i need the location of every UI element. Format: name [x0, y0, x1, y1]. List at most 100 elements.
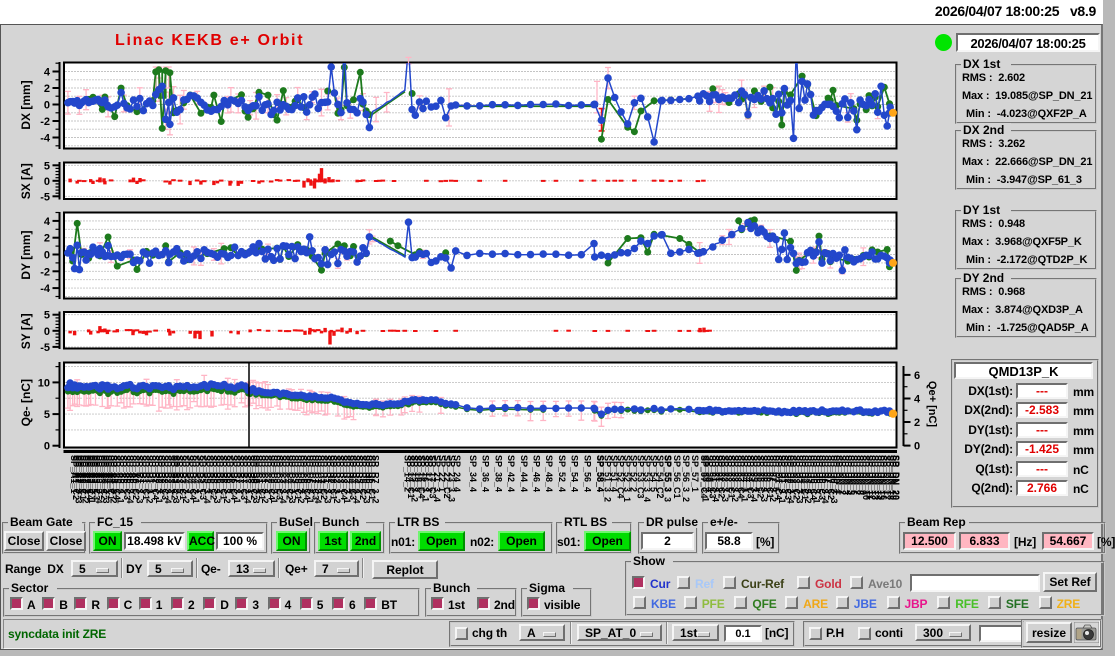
svg-text:SP_58_4: SP_58_4: [596, 455, 606, 492]
svg-text:SP_DN_16: SP_DN_16: [879, 455, 889, 500]
svg-text:SP_C6_C4: SP_C6_C4: [302, 455, 312, 500]
svg-text:SP_A4_C1: SP_A4_C1: [106, 455, 116, 500]
svg-text:SP_66_C1: SP_66_C1: [765, 455, 775, 499]
svg-text:SP_63_C4: SP_63_C4: [736, 455, 746, 499]
svg-text:0: 0: [44, 441, 50, 453]
svg-text:SP_52_C4: SP_52_C4: [616, 455, 626, 499]
svg-text:SP_B2_3_1: SP_B2_3_1: [154, 455, 164, 504]
svg-text:SP_DN_10: SP_DN_10: [861, 455, 871, 500]
svg-text:0: 0: [44, 250, 50, 262]
svg-text:SP_A1_C2: SP_A1_C2: [71, 455, 81, 500]
svg-text:-5: -5: [40, 342, 50, 354]
svg-text:SP_B4_1: SP_B4_1: [195, 455, 205, 494]
svg-text:4: 4: [44, 67, 51, 79]
svg-text:SP_A3_C4: SP_A3_C4: [85, 455, 95, 500]
svg-text:SP_A3_5: SP_A3_5: [90, 455, 100, 494]
svg-text:SP_DN_6: SP_DN_6: [849, 455, 859, 495]
svg-text:SP_B7_3: SP_B7_3: [236, 455, 246, 494]
svg-text:SP_61_3_4: SP_61_3_4: [711, 455, 721, 502]
svg-text:SP_B5_3_3: SP_B5_3_3: [212, 455, 222, 504]
svg-text:SP_C7_5: SP_C7_5: [316, 455, 326, 494]
svg-text:0: 0: [44, 100, 50, 112]
svg-text:SP_65_3_4: SP_65_3_4: [749, 455, 759, 502]
svg-text:SP_21_3_4: SP_21_3_4: [432, 455, 442, 502]
svg-text:SP_DN_20: SP_DN_20: [891, 455, 901, 500]
svg-text:SP_61_C3: SP_61_C3: [708, 455, 718, 499]
svg-text:SP_56_3_2: SP_56_3_2: [681, 455, 691, 502]
svg-text:SP_B3_3_3: SP_B3_3_3: [171, 455, 181, 504]
svg-text:SP_R5_C2: SP_R5_C2: [358, 455, 368, 500]
svg-text:SP_A6_3_4: SP_A6_3_4: [125, 455, 135, 504]
svg-text:SP_DN_15: SP_DN_15: [876, 455, 886, 500]
svg-text:SP_B5_C2: SP_B5_C2: [208, 455, 218, 500]
svg-text:SP_D7_3: SP_D7_3: [823, 455, 833, 494]
svg-text:SP_67_3_2: SP_67_3_2: [768, 455, 778, 502]
svg-text:SP_B6_C1: SP_B6_C1: [219, 455, 229, 500]
svg-text:SP_B4_3_1: SP_B4_3_1: [191, 455, 201, 504]
svg-text:SP_DN_14: SP_DN_14: [873, 455, 883, 500]
svg-text:SP_C5_1: SP_C5_1: [290, 455, 300, 494]
svg-text:SP_C1_C1: SP_C1_C1: [257, 455, 267, 500]
svg-text:SP_A6_C3: SP_A6_C3: [122, 455, 132, 500]
svg-text:SP_66_3_3: SP_66_3_3: [759, 455, 769, 502]
svg-text:SP_DN_8: SP_DN_8: [855, 455, 865, 495]
svg-text:SP_58_3_1: SP_58_3_1: [701, 455, 711, 502]
svg-text:-2: -2: [40, 266, 50, 278]
svg-text:SP_B5_3_4: SP_B5_3_4: [202, 455, 212, 504]
svg-text:SP_DN_13: SP_DN_13: [870, 455, 880, 500]
svg-text:SP_D5_C4: SP_D5_C4: [809, 455, 819, 500]
svg-text:SP_B1_1: SP_B1_1: [148, 455, 158, 494]
svg-text:SP_B8_1: SP_B8_1: [246, 455, 256, 494]
svg-text:SP_C7_C3: SP_C7_C3: [311, 455, 321, 500]
svg-text:SP_DN_17: SP_DN_17: [882, 455, 892, 500]
svg-text:SP_53_3_4: SP_53_3_4: [642, 455, 652, 502]
svg-text:SP_R4_3_4: SP_R4_3_4: [351, 455, 361, 504]
svg-text:SP_38_4: SP_38_4: [493, 455, 503, 492]
svg-text:SP_C2_2: SP_C2_2: [263, 455, 273, 494]
svg-text:SP_48_4: SP_48_4: [544, 455, 554, 492]
svg-text:Qe+ [nC]: Qe+ [nC]: [926, 381, 938, 427]
svg-text:4: 4: [44, 216, 51, 228]
svg-text:SP_62_C2: SP_62_C2: [717, 455, 727, 499]
svg-text:SP_B1_3_3: SP_B1_3_3: [135, 455, 145, 504]
svg-text:SP_17_3: SP_17_3: [424, 455, 434, 492]
svg-text:SP_B7_3_1: SP_B7_3_1: [232, 455, 242, 504]
svg-text:SP_63_3_2: SP_63_3_2: [730, 455, 740, 502]
svg-text:Qe- [nC]: Qe- [nC]: [19, 379, 33, 426]
svg-text:SP_A5_4: SP_A5_4: [109, 455, 119, 494]
svg-text:SP_54_4: SP_54_4: [570, 455, 580, 492]
svg-text:SP_65_4: SP_65_4: [752, 455, 762, 492]
svg-text:SP_D4_3_2: SP_D4_3_2: [803, 455, 813, 504]
svg-text:SP_A2_C1: SP_A2_C1: [78, 455, 88, 500]
svg-text:6: 6: [914, 370, 920, 382]
svg-text:SP_B8_C2: SP_B8_C2: [249, 455, 259, 500]
svg-text:SP_R3_1: SP_R3_1: [335, 455, 345, 494]
svg-text:SP_B6_2: SP_B6_2: [215, 455, 225, 494]
svg-text:SP_R2_3_2: SP_R2_3_2: [332, 455, 342, 504]
svg-text:SP_58_4: SP_58_4: [595, 455, 605, 492]
svg-text:SP_A5_2: SP_A5_2: [118, 455, 128, 494]
svg-text:SP_61_2: SP_61_2: [714, 455, 724, 492]
svg-text:SP_DN_4: SP_DN_4: [843, 455, 853, 495]
svg-text:-5: -5: [40, 191, 50, 203]
svg-text:0: 0: [44, 176, 50, 188]
svg-text:SP_62_5: SP_62_5: [723, 455, 733, 492]
svg-text:SP_A6_5: SP_A6_5: [128, 455, 138, 494]
svg-text:SX [A]: SX [A]: [19, 163, 33, 199]
svg-text:SP_B3_C2: SP_B3_C2: [170, 455, 180, 500]
svg-text:SP_65_C2: SP_65_C2: [755, 455, 765, 499]
svg-text:SP_C2_C4: SP_C2_C4: [266, 455, 276, 500]
svg-text:2: 2: [914, 417, 920, 429]
svg-text:SP_58_4: SP_58_4: [704, 455, 714, 492]
svg-text:SP_66_2: SP_66_2: [762, 455, 772, 492]
svg-text:SP_DN_11: SP_DN_11: [864, 455, 874, 500]
svg-text:SP_B2_C3: SP_B2_C3: [160, 455, 170, 500]
svg-text:SP_64_C3: SP_64_C3: [746, 455, 756, 499]
svg-text:SP_D1_3: SP_D1_3: [780, 455, 790, 494]
svg-text:SP_D6_5: SP_D6_5: [814, 455, 824, 494]
svg-text:SP_63_3: SP_63_3: [733, 455, 743, 492]
svg-text:SP_C4_3_3: SP_C4_3_3: [287, 455, 297, 504]
svg-text:SP_DN_2: SP_DN_2: [837, 455, 847, 495]
svg-text:SP_R1_C2: SP_R1_C2: [319, 455, 329, 500]
svg-text:SP_C1_3_2: SP_C1_3_2: [260, 455, 270, 504]
